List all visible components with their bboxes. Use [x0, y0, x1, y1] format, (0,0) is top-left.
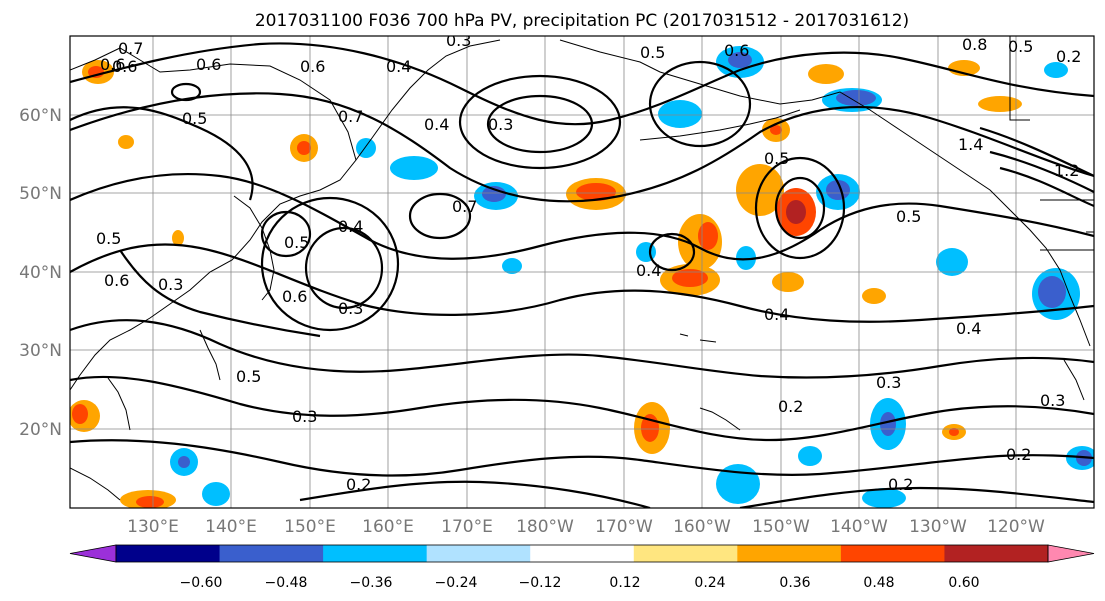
svg-text:0.5: 0.5 [640, 43, 665, 62]
svg-text:0.4: 0.4 [386, 57, 411, 76]
map-frame [69, 35, 1095, 509]
lon-axis-labels: 130°E 140°E 150°E 160°E 170°E 180°W 170°… [127, 517, 1045, 537]
svg-text:0.6: 0.6 [100, 55, 125, 74]
svg-text:0.7: 0.7 [118, 39, 143, 58]
colorbar-swatch [426, 545, 531, 562]
lon-label: 150°E [284, 517, 336, 537]
svg-text:0.5: 0.5 [236, 367, 261, 386]
svg-text:0.3: 0.3 [446, 31, 471, 50]
svg-text:0.6: 0.6 [724, 41, 749, 60]
lon-label: 160°E [362, 517, 414, 537]
colorbar-swatch [633, 545, 738, 562]
svg-text:0.3: 0.3 [876, 373, 901, 392]
lat-label: 60°N [19, 106, 62, 126]
svg-text:0.5: 0.5 [896, 207, 921, 226]
lon-label: 180°W [516, 517, 574, 537]
svg-text:0.6: 0.6 [282, 287, 307, 306]
svg-text:0.2: 0.2 [778, 397, 803, 416]
colorbar-tick-label: 0.48 [863, 575, 894, 591]
colorbar-extend-high [1047, 544, 1095, 563]
lat-label: 20°N [19, 420, 62, 440]
svg-text:0.2: 0.2 [346, 475, 371, 494]
svg-text:0.6: 0.6 [112, 57, 137, 76]
svg-text:0.2: 0.2 [1006, 445, 1031, 464]
colorbar-tick-label: −0.24 [435, 575, 478, 591]
svg-text:0.4: 0.4 [424, 115, 449, 134]
colorbar-swatch [323, 545, 428, 562]
pv-contours [70, 42, 1094, 508]
colorbar-tick-label: −0.60 [180, 575, 223, 591]
colorbar-tick-labels: −0.60 −0.48 −0.36 −0.24 −0.12 0.12 0.24 … [180, 575, 980, 591]
lon-label: 140°W [830, 517, 888, 537]
colorbar-tick-label: −0.48 [265, 575, 308, 591]
colorbar-tick-label: 0.60 [948, 575, 979, 591]
colorbar-extend-low [69, 544, 117, 563]
lon-label: 120°W [987, 517, 1045, 537]
svg-text:0.3: 0.3 [292, 407, 317, 426]
svg-text:0.7: 0.7 [338, 107, 363, 126]
svg-text:0.5: 0.5 [1008, 37, 1033, 56]
svg-text:0.6: 0.6 [300, 57, 325, 76]
svg-text:0.3: 0.3 [1040, 391, 1065, 410]
contour-labels: 0.7 0.6 0.6 0.6 0.5 0.7 0.4 0.3 0.5 0.6 … [96, 31, 1081, 494]
svg-text:1.4: 1.4 [958, 135, 983, 154]
lat-label: 50°N [19, 184, 62, 204]
colorbar [69, 544, 1095, 563]
colorbar-swatch [219, 545, 324, 562]
colorbar-swatch [737, 545, 842, 562]
colorbar-swatch [944, 545, 1049, 562]
svg-text:0.5: 0.5 [182, 109, 207, 128]
colorbar-tick-label: 0.12 [609, 575, 640, 591]
svg-text:0.3: 0.3 [488, 115, 513, 134]
lon-label: 170°E [441, 517, 493, 537]
lon-label: 130°W [909, 517, 967, 537]
svg-text:0.6: 0.6 [196, 55, 221, 74]
svg-text:0.2: 0.2 [1056, 47, 1081, 66]
lon-label: 140°E [205, 517, 257, 537]
lon-label: 130°E [127, 517, 179, 537]
colorbar-tick-label: 0.36 [779, 575, 810, 591]
precip-shading [70, 46, 1094, 508]
colorbar-outline [115, 544, 1049, 563]
colorbar-swatch [116, 545, 221, 562]
svg-text:1.2: 1.2 [1054, 161, 1079, 180]
svg-text:0.3: 0.3 [158, 275, 183, 294]
svg-text:0.4: 0.4 [338, 217, 363, 236]
svg-text:0.2: 0.2 [888, 475, 913, 494]
svg-text:0.8: 0.8 [962, 35, 987, 54]
colorbar-swatch [530, 545, 635, 562]
svg-text:0.4: 0.4 [764, 305, 789, 324]
lon-label: 150°W [752, 517, 810, 537]
figure-title: 2017031100 F036 700 hPa PV, precipitatio… [255, 11, 909, 31]
svg-text:0.4: 0.4 [636, 261, 661, 280]
lat-axis-labels: 60°N 50°N 40°N 30°N 20°N [19, 106, 62, 440]
lat-label: 40°N [19, 263, 62, 283]
colorbar-tick-label: 0.24 [694, 575, 725, 591]
map-area: 0.7 0.6 0.6 0.6 0.5 0.7 0.4 0.3 0.5 0.6 … [70, 31, 1094, 508]
svg-text:0.6: 0.6 [104, 271, 129, 290]
lat-label: 30°N [19, 341, 62, 361]
colorbar-tick-label: −0.12 [519, 575, 562, 591]
svg-text:0.7: 0.7 [452, 197, 477, 216]
svg-text:0.4: 0.4 [956, 319, 981, 338]
svg-text:0.3: 0.3 [338, 299, 363, 318]
colorbar-tick-label: −0.36 [350, 575, 393, 591]
colorbar-swatch [840, 545, 945, 562]
lon-label: 170°W [595, 517, 653, 537]
svg-text:0.5: 0.5 [764, 149, 789, 168]
svg-text:0.5: 0.5 [284, 233, 309, 252]
lon-label: 160°W [673, 517, 731, 537]
svg-text:0.5: 0.5 [96, 229, 121, 248]
